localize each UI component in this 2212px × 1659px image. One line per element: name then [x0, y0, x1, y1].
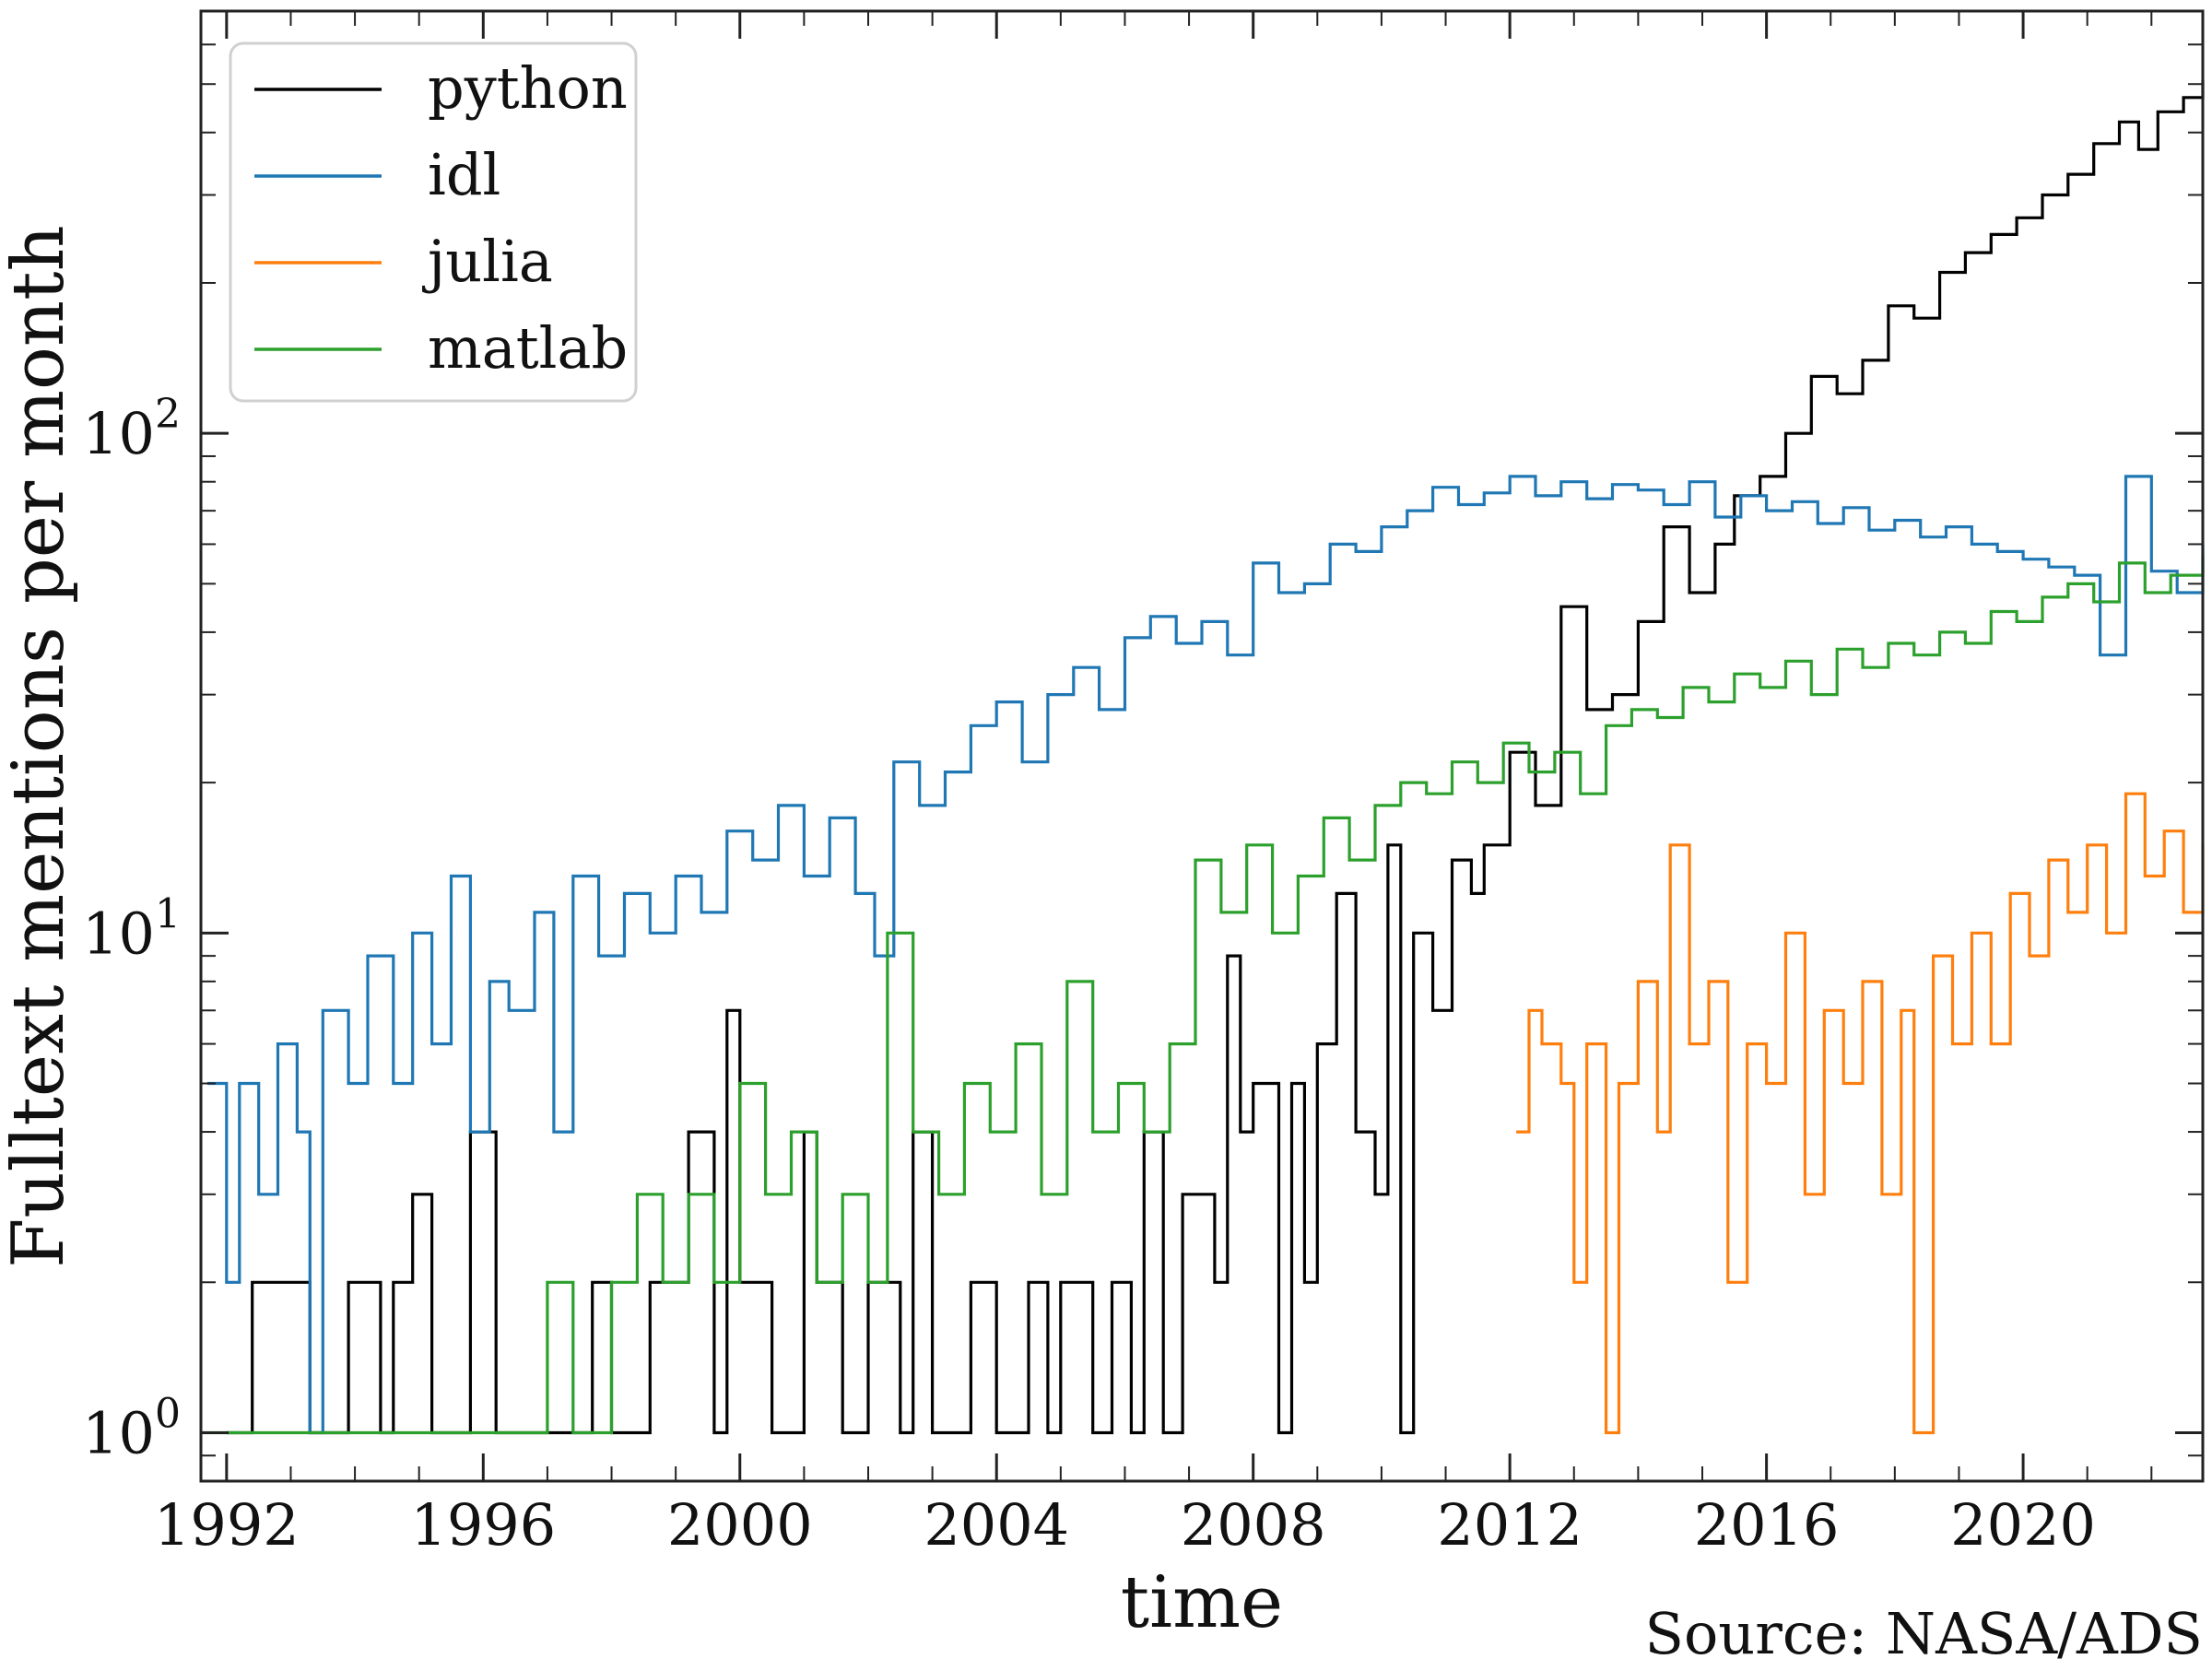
- y-axis-label: Fulltext mentions per month: [0, 225, 80, 1267]
- y-tick-label: 102: [82, 391, 181, 467]
- legend-label-python: python: [428, 54, 628, 122]
- x-tick-label: 2008: [1181, 1491, 1326, 1559]
- y-tick-label: 101: [82, 890, 181, 967]
- x-tick-label: 2000: [667, 1491, 813, 1559]
- legend-label-matlab: matlab: [428, 314, 628, 382]
- series-line-matlab: [201, 555, 2205, 1435]
- x-tick-label: 1996: [410, 1491, 556, 1559]
- series-line-idl: [207, 475, 2205, 1435]
- source-label: Source: NASA/ADS: [1645, 1600, 2204, 1659]
- y-tick-label: 100: [82, 1390, 181, 1466]
- x-axis-label: time: [1121, 1561, 1283, 1644]
- legend-items: python idl julia matlab: [254, 54, 628, 382]
- x-tick-label: 2012: [1437, 1491, 1583, 1559]
- x-tick-label: 2016: [1694, 1491, 1840, 1559]
- series-line-julia: [1516, 792, 2205, 1435]
- plot-frame: [199, 9, 2205, 1483]
- x-tick-label: 2004: [924, 1491, 1069, 1559]
- x-tick-label: 2020: [1950, 1491, 2096, 1559]
- series-layer: [201, 79, 2205, 1435]
- legend-label-julia: julia: [422, 228, 553, 295]
- legend: python idl julia matlab: [229, 41, 638, 403]
- legend-box: [229, 41, 638, 403]
- legend-label-idl: idl: [428, 141, 500, 208]
- x-tick-label: 1992: [154, 1491, 300, 1559]
- ticks-layer: 1992 1996 2000 2004 2008 2012 2016 2020 100 101 10…: [82, 10, 2203, 1559]
